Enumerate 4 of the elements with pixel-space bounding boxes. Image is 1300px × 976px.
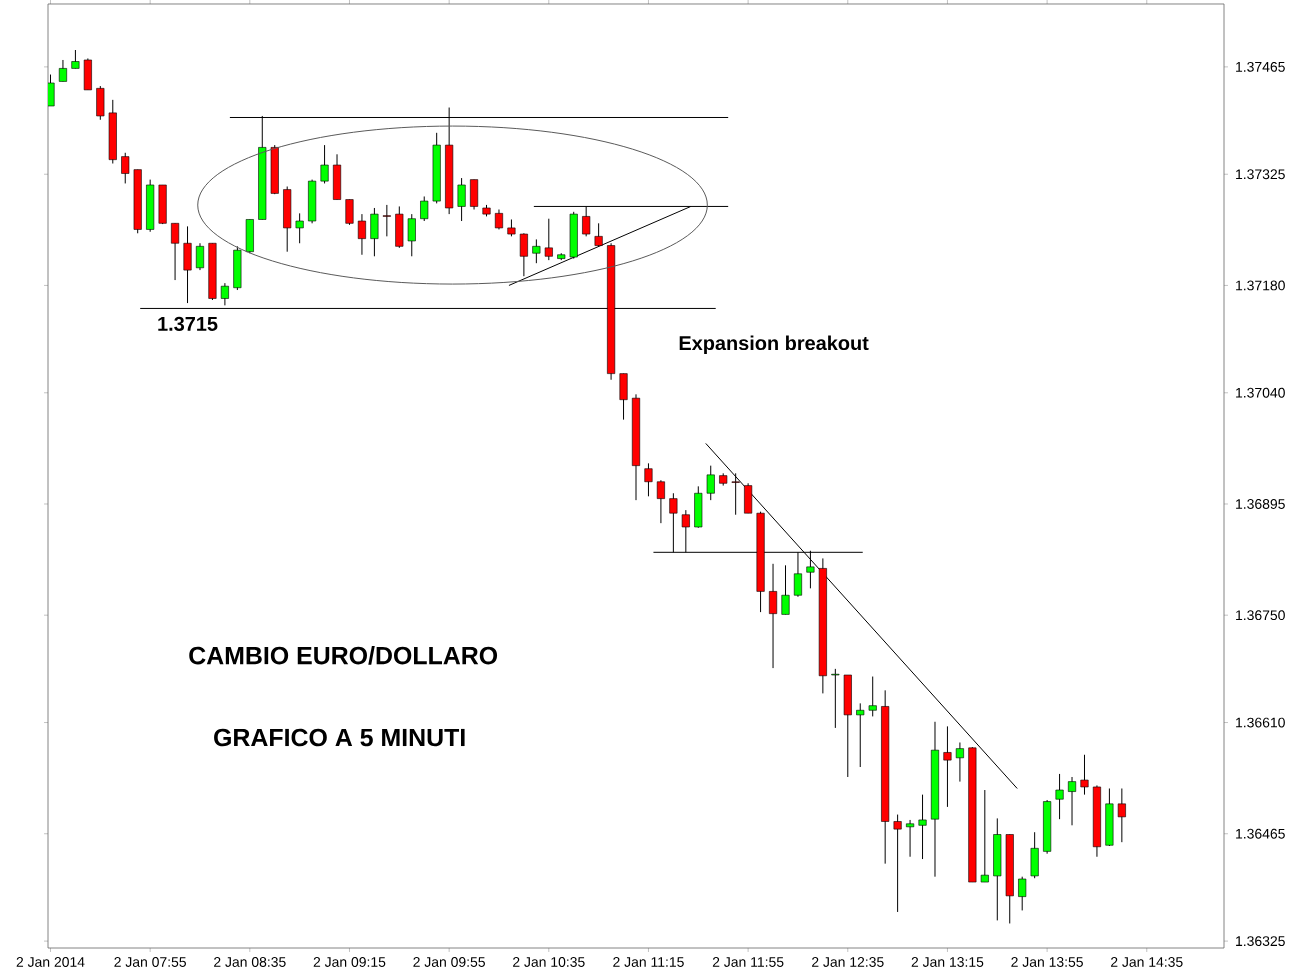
annotation: CAMBIO EURO/DOLLARO	[189, 646, 498, 665]
annotation: GRAFICO A 5 MINUTI	[214, 728, 465, 747]
annotation: 1.3715	[158, 316, 218, 331]
annotation: Expansion breakout	[679, 335, 869, 355]
